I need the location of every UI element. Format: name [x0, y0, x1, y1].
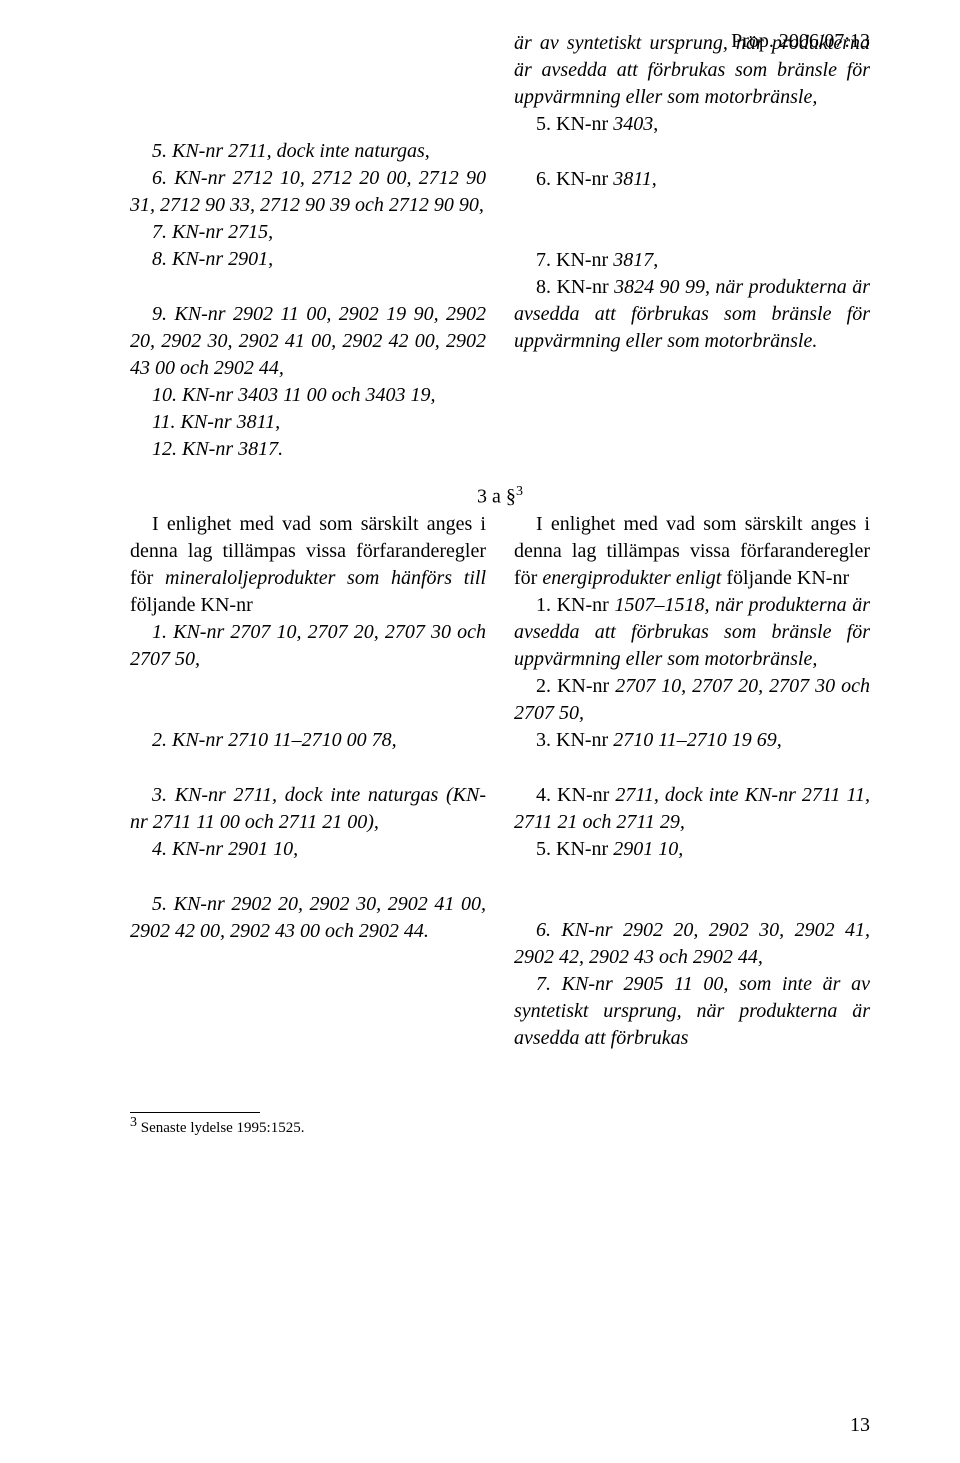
s1-right-p7: 7. KN-nr 3817,	[514, 247, 870, 274]
footnote: 3 Senaste lydelse 1995:1525.	[130, 1115, 870, 1137]
s1-right-p6: 6. KN-nr 3811,	[514, 166, 870, 193]
s1-left-p5: 5. KN-nr 2711, dock inte naturgas,	[130, 138, 486, 165]
s1-r-p5-code: 3403	[613, 113, 653, 135]
s2-l-p5-text: 5. KN-nr 2902 20, 2902 30, 2902 41 00, 2…	[130, 893, 486, 942]
s2-right-p5: 5. KN-nr 2901 10,	[514, 836, 870, 863]
s2-right-p7: 7. KN-nr 2905 11 00, som inte är av synt…	[514, 971, 870, 1052]
s2-r-p3a: 3. KN-nr	[536, 729, 613, 751]
section-2-right-col: I enlighet med vad som särskilt anges i …	[514, 511, 870, 1052]
s1-left-p11-text: 11. KN-nr 3811,	[152, 411, 280, 433]
s2-r-p6a: 6. KN-nr	[536, 919, 623, 941]
s1-left-p9-text: 9. KN-nr 2902 11 00, 2902 19 90, 2902 20…	[130, 303, 486, 379]
section-2-heading-sup: 3	[516, 484, 523, 499]
s1-left-p12-text: 12. KN-nr 3817.	[152, 438, 283, 460]
s2-r-intro-b: energiprodukter enligt	[542, 567, 721, 589]
s1-r-p6-code: 3811	[613, 168, 652, 190]
s1-left-p7-text: 7. KN-nr 2715,	[152, 221, 273, 243]
section-2-left-col: I enlighet med vad som särskilt anges i …	[130, 511, 486, 1052]
s1-left-p7: 7. KN-nr 2715,	[130, 219, 486, 246]
s2-l-intro-b: mineraloljeprodukter som hänförs till	[165, 567, 486, 589]
section-2: 3 a §3 I enlighet med vad som särskilt a…	[130, 483, 870, 1052]
s2-l-intro-c: följande KN-nr	[130, 594, 253, 616]
s1-r-p5-label: 5. KN-nr	[536, 113, 613, 135]
s1-left-p10: 10. KN-nr 3403 11 00 och 3403 19,	[130, 382, 486, 409]
s1-left-p10-text: 10. KN-nr 3403 11 00 och 3403 19,	[152, 384, 436, 406]
section-2-heading: 3 a §3	[130, 483, 870, 511]
s2-right-p3: 3. KN-nr 2710 11–2710 19 69,	[514, 727, 870, 754]
s1-r-p7-code: 3817	[613, 249, 653, 271]
s2-r-p5a: 5. KN-nr	[536, 838, 613, 860]
s1-r-p6-end: ,	[652, 168, 657, 190]
s2-r-p5b: 2901 10,	[613, 838, 683, 860]
section-1-columns: 5. KN-nr 2711, dock inte naturgas, 6. KN…	[130, 30, 870, 463]
section-1-left-col: 5. KN-nr 2711, dock inte naturgas, 6. KN…	[130, 30, 486, 463]
s1-r-p7-end: ,	[653, 249, 658, 271]
section-1-right-col: är av syntetiskt ursprung, när produkter…	[514, 30, 870, 463]
s1-r-p8-label: 8. KN-nr	[536, 276, 614, 298]
s1-left-p6: 6. KN-nr 2712 10, 2712 20 00, 2712 90 31…	[130, 165, 486, 219]
s2-left-intro: I enlighet med vad som särskilt anges i …	[130, 511, 486, 619]
s2-left-p3: 3. KN-nr 2711, dock inte naturgas (KN-nr…	[130, 782, 486, 836]
s1-left-p5-text: 5. KN-nr 2711, dock inte naturgas,	[152, 140, 430, 162]
s1-r-p7-label: 7. KN-nr	[536, 249, 613, 271]
s2-right-p4: 4. KN-nr 2711, dock inte KN-nr 2711 11, …	[514, 782, 870, 836]
s2-r-p1a: 1. KN-nr	[536, 594, 614, 616]
s1-left-p6-text: 6. KN-nr 2712 10, 2712 20 00, 2712 90 31…	[130, 167, 486, 216]
s2-l-p2-text: 2. KN-nr 2710 11–2710 00 78,	[152, 729, 397, 751]
s1-r-p6-label: 6. KN-nr	[536, 168, 613, 190]
s2-left-p5: 5. KN-nr 2902 20, 2902 30, 2902 41 00, 2…	[130, 891, 486, 945]
s2-r-intro-c: följande KN-nr	[721, 567, 849, 589]
page-number: 13	[850, 1412, 870, 1439]
s2-r-p4a: 4. KN-nr	[536, 784, 615, 806]
s2-r-p7a: 7. KN-nr	[536, 973, 624, 995]
s2-r-p3b: 2710 11–2710 19 69,	[613, 729, 782, 751]
s2-l-p4-text: 4. KN-nr 2901 10,	[152, 838, 298, 860]
s1-left-p9: 9. KN-nr 2902 11 00, 2902 19 90, 2902 20…	[130, 301, 486, 382]
section-2-heading-label: 3 a §	[477, 486, 516, 508]
s1-left-p8: 8. KN-nr 2901,	[130, 246, 486, 273]
footnote-separator	[130, 1112, 260, 1113]
s2-left-p1: 1. KN-nr 2707 10, 2707 20, 2707 30 och 2…	[130, 619, 486, 673]
section-2-columns: I enlighet med vad som särskilt anges i …	[130, 511, 870, 1052]
s1-left-p8-text: 8. KN-nr 2901,	[152, 248, 273, 270]
s2-right-intro: I enlighet med vad som särskilt anges i …	[514, 511, 870, 592]
s1-right-p5: 5. KN-nr 3403,	[514, 111, 870, 138]
s1-right-p8: 8. KN-nr 3824 90 99, när produkterna är …	[514, 274, 870, 355]
s1-left-p11: 11. KN-nr 3811,	[130, 409, 486, 436]
s1-r-p5-end: ,	[653, 113, 658, 135]
footnote-marker: 3	[130, 1115, 137, 1130]
s2-r-p2a: 2. KN-nr	[536, 675, 615, 697]
document-header-ref: Prop. 2006/07:13	[731, 28, 870, 55]
s2-left-p2: 2. KN-nr 2710 11–2710 00 78,	[130, 727, 486, 754]
s2-right-p2: 2. KN-nr 2707 10, 2707 20, 2707 30 och 2…	[514, 673, 870, 727]
footnote-text: Senaste lydelse 1995:1525.	[141, 1120, 305, 1136]
s2-l-p3-text: 3. KN-nr 2711, dock inte naturgas (KN-nr…	[130, 784, 486, 833]
s2-right-p1: 1. KN-nr 1507–1518, när produkterna är a…	[514, 592, 870, 673]
s2-left-p4: 4. KN-nr 2901 10,	[130, 836, 486, 863]
s2-right-p6: 6. KN-nr 2902 20, 2902 30, 2902 41, 2902…	[514, 917, 870, 971]
s1-left-p12: 12. KN-nr 3817.	[130, 436, 486, 463]
s2-l-p1-text: 1. KN-nr 2707 10, 2707 20, 2707 30 och 2…	[130, 621, 486, 670]
